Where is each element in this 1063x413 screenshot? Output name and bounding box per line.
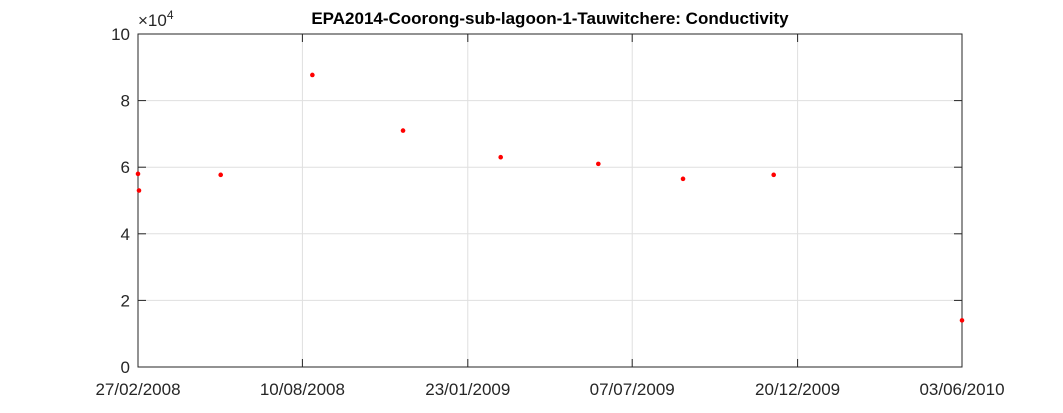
data-point — [218, 172, 223, 178]
y-tick-label: 4 — [121, 225, 130, 244]
data-points — [135, 72, 965, 323]
x-tick-label: 20/12/2009 — [755, 380, 840, 399]
y-tick-label: 10 — [111, 25, 130, 44]
x-tick-label: 10/08/2008 — [260, 380, 345, 399]
plot-area-background — [138, 34, 962, 367]
x-tick-label: 07/07/2009 — [590, 380, 675, 399]
data-point — [596, 161, 601, 167]
x-tick-label: 27/02/2008 — [95, 380, 180, 399]
x-tick-labels: 27/02/2008 10/08/2008 23/01/2009 07/07/2009… — [95, 380, 1004, 399]
data-point — [135, 171, 141, 177]
x-tick-label: 03/06/2010 — [919, 380, 1004, 399]
data-point — [959, 318, 965, 323]
chart-title: EPA2014-Coorong-sub-lagoon-1-Tauwitchere… — [311, 9, 789, 28]
y-tick-label: 8 — [121, 92, 130, 111]
data-point — [136, 188, 142, 193]
data-point — [400, 128, 406, 133]
data-point — [680, 176, 686, 182]
tick-marks — [137, 33, 963, 368]
y-tick-labels: 0 2 4 6 8 10 — [111, 25, 130, 377]
plot-area-border — [137, 33, 963, 368]
y-tick-label: 2 — [121, 291, 130, 310]
x-tick-label: 23/01/2009 — [425, 380, 510, 399]
y-tick-label: 0 — [121, 358, 130, 377]
data-point — [498, 154, 503, 160]
grid-lines — [138, 34, 962, 367]
y-axis-multiplier: ×104 — [138, 8, 174, 30]
data-point — [310, 72, 315, 78]
data-point — [771, 172, 776, 178]
y-tick-label: 6 — [121, 158, 130, 177]
